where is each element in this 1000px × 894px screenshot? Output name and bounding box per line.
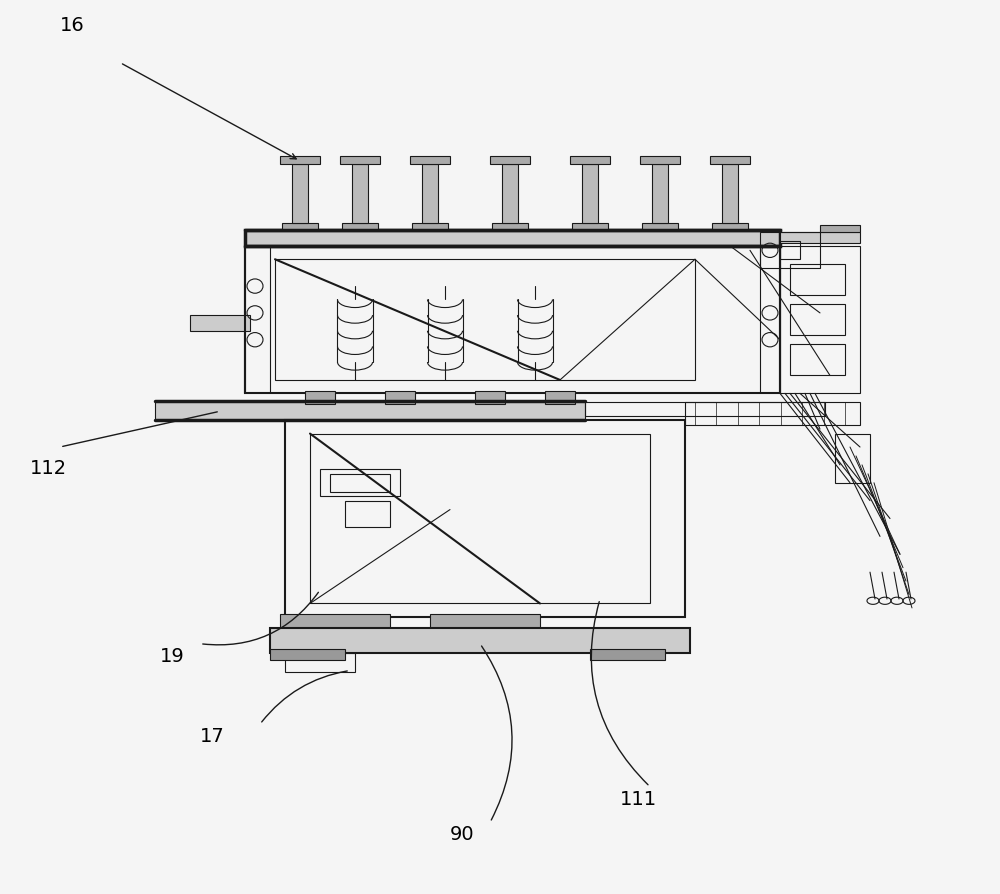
- Bar: [790, 304, 845, 335]
- Bar: [475, 391, 505, 404]
- Text: 17: 17: [200, 727, 225, 746]
- Bar: [710, 156, 750, 164]
- Bar: [340, 156, 380, 164]
- Bar: [342, 223, 378, 230]
- Bar: [722, 164, 738, 223]
- Bar: [790, 264, 845, 295]
- Bar: [305, 391, 335, 404]
- Bar: [270, 649, 345, 660]
- Bar: [275, 259, 695, 380]
- Bar: [790, 344, 845, 375]
- Bar: [590, 649, 665, 660]
- Bar: [640, 156, 680, 164]
- Bar: [502, 164, 518, 223]
- Bar: [345, 501, 390, 527]
- Bar: [320, 469, 400, 496]
- Bar: [780, 232, 860, 243]
- Bar: [190, 315, 250, 331]
- Bar: [430, 614, 540, 630]
- Bar: [282, 223, 318, 230]
- Text: 19: 19: [160, 646, 185, 665]
- Bar: [285, 420, 685, 617]
- Bar: [280, 614, 390, 630]
- Bar: [245, 230, 780, 246]
- Bar: [685, 402, 860, 425]
- Bar: [245, 246, 780, 393]
- Bar: [422, 164, 438, 223]
- Bar: [292, 164, 308, 223]
- Bar: [545, 391, 575, 404]
- Text: 90: 90: [450, 825, 475, 844]
- Bar: [385, 391, 415, 404]
- Bar: [352, 164, 368, 223]
- Bar: [780, 246, 860, 393]
- Bar: [280, 156, 320, 164]
- Bar: [712, 223, 748, 230]
- Bar: [412, 223, 448, 230]
- Bar: [652, 164, 668, 223]
- Bar: [585, 402, 825, 416]
- Bar: [820, 225, 860, 232]
- Text: 111: 111: [620, 789, 657, 808]
- Bar: [330, 474, 390, 492]
- Bar: [492, 223, 528, 230]
- Bar: [155, 401, 585, 420]
- Bar: [410, 156, 450, 164]
- Bar: [490, 156, 530, 164]
- Text: 16: 16: [60, 16, 85, 35]
- Bar: [572, 223, 608, 230]
- Bar: [285, 653, 355, 672]
- Bar: [760, 232, 820, 268]
- Bar: [270, 628, 690, 653]
- Bar: [310, 434, 650, 603]
- Bar: [835, 434, 870, 483]
- Bar: [780, 241, 800, 259]
- Bar: [642, 223, 678, 230]
- Text: 112: 112: [30, 459, 67, 477]
- Bar: [570, 156, 610, 164]
- Bar: [582, 164, 598, 223]
